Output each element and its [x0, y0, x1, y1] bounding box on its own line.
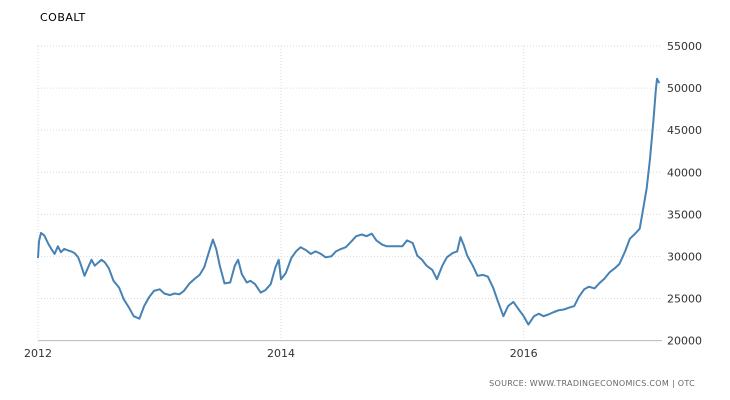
- x-tick-label: 2012: [24, 347, 52, 360]
- y-tick-label: 55000: [667, 40, 702, 53]
- chart-title: COBALT: [40, 11, 86, 24]
- y-tick-label: 45000: [667, 124, 702, 137]
- y-tick-label: 20000: [667, 335, 702, 348]
- source-note: SOURCE: WWW.TRADINGECONOMICS.COM | OTC: [489, 379, 695, 388]
- y-tick-label: 40000: [667, 166, 702, 179]
- y-tick-label: 25000: [667, 293, 702, 306]
- y-tick-label: 50000: [667, 82, 702, 95]
- series-line: [37, 77, 661, 326]
- y-tick-label: 30000: [667, 250, 702, 263]
- series-group: [37, 77, 661, 326]
- x-tick-label: 2016: [510, 347, 538, 360]
- x-axis: 2012 2014 2016: [24, 347, 538, 360]
- y-tick-label: 35000: [667, 208, 702, 221]
- grid: [37, 45, 662, 342]
- y-axis: 20000 25000 30000 35000 40000 45000 50000 55000: [667, 40, 702, 348]
- x-tick-label: 2014: [267, 347, 295, 360]
